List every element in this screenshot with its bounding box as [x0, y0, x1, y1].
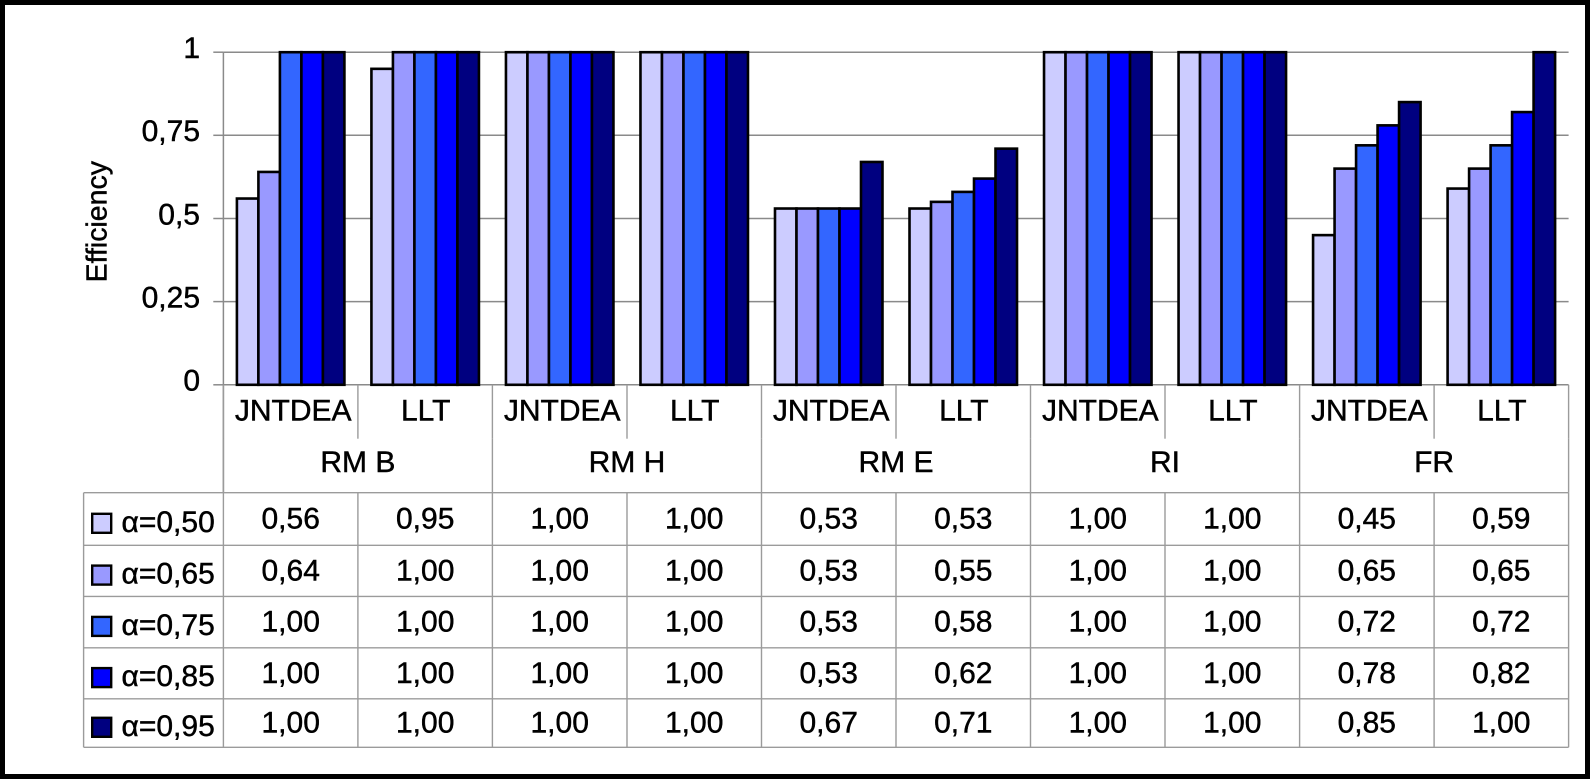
svg-text:0,53: 0,53 [934, 503, 992, 536]
svg-text:0,62: 0,62 [934, 657, 992, 690]
svg-text:Efficiency: Efficiency [82, 160, 114, 282]
svg-text:α=0,75: α=0,75 [122, 609, 215, 642]
svg-text:0,65: 0,65 [1338, 554, 1396, 587]
svg-text:1,00: 1,00 [396, 707, 454, 740]
svg-text:0,56: 0,56 [262, 503, 320, 536]
svg-text:RM H: RM H [589, 446, 666, 479]
svg-text:0,64: 0,64 [262, 554, 320, 587]
svg-text:1,00: 1,00 [665, 503, 723, 536]
svg-text:1,00: 1,00 [396, 554, 454, 587]
svg-text:LLT: LLT [1208, 395, 1257, 428]
svg-text:FR: FR [1414, 446, 1454, 479]
svg-text:0,71: 0,71 [934, 707, 992, 740]
svg-text:1,00: 1,00 [665, 554, 723, 587]
svg-text:1,00: 1,00 [1069, 707, 1127, 740]
svg-text:0,53: 0,53 [800, 657, 858, 690]
svg-text:1,00: 1,00 [1069, 503, 1127, 536]
svg-text:0,75: 0,75 [142, 115, 200, 148]
svg-text:0,59: 0,59 [1472, 503, 1530, 536]
svg-text:0,72: 0,72 [1338, 606, 1396, 639]
svg-text:0: 0 [183, 365, 200, 398]
svg-text:0,58: 0,58 [934, 606, 992, 639]
svg-text:RI: RI [1150, 446, 1180, 479]
svg-text:LLT: LLT [1477, 395, 1526, 428]
svg-text:1,00: 1,00 [262, 707, 320, 740]
svg-text:α=0,50: α=0,50 [122, 506, 215, 539]
svg-text:0,78: 0,78 [1338, 657, 1396, 690]
svg-text:RM B: RM B [320, 446, 395, 479]
svg-text:1,00: 1,00 [665, 707, 723, 740]
svg-text:1,00: 1,00 [396, 657, 454, 690]
svg-text:JNTDEA: JNTDEA [504, 395, 621, 428]
svg-text:0,85: 0,85 [1338, 707, 1396, 740]
svg-text:1,00: 1,00 [665, 606, 723, 639]
svg-text:0,95: 0,95 [396, 503, 454, 536]
svg-text:JNTDEA: JNTDEA [773, 395, 890, 428]
svg-text:α=0,85: α=0,85 [122, 660, 215, 693]
svg-text:0,67: 0,67 [800, 707, 858, 740]
svg-text:1,00: 1,00 [531, 707, 589, 740]
svg-text:RM E: RM E [859, 446, 934, 479]
svg-text:0,82: 0,82 [1472, 657, 1530, 690]
svg-text:0,5: 0,5 [158, 198, 200, 231]
svg-text:1,00: 1,00 [1069, 606, 1127, 639]
svg-text:1,00: 1,00 [1069, 657, 1127, 690]
svg-text:0,53: 0,53 [800, 503, 858, 536]
svg-text:1,00: 1,00 [1203, 657, 1261, 690]
svg-text:1,00: 1,00 [262, 657, 320, 690]
svg-text:1,00: 1,00 [1203, 606, 1261, 639]
svg-text:LLT: LLT [939, 395, 988, 428]
svg-text:1: 1 [183, 32, 200, 65]
svg-text:1,00: 1,00 [1203, 707, 1261, 740]
svg-text:0,65: 0,65 [1472, 554, 1530, 587]
svg-text:1,00: 1,00 [1203, 554, 1261, 587]
svg-text:α=0,65: α=0,65 [122, 558, 215, 591]
svg-text:1,00: 1,00 [531, 606, 589, 639]
svg-text:1,00: 1,00 [531, 554, 589, 587]
svg-text:JNTDEA: JNTDEA [1311, 395, 1428, 428]
svg-text:1,00: 1,00 [262, 606, 320, 639]
svg-text:0,53: 0,53 [800, 554, 858, 587]
svg-text:0,25: 0,25 [142, 281, 200, 314]
svg-text:LLT: LLT [670, 395, 719, 428]
svg-text:1,00: 1,00 [1203, 503, 1261, 536]
svg-text:JNTDEA: JNTDEA [235, 395, 352, 428]
svg-text:α=0,95: α=0,95 [122, 710, 215, 743]
svg-text:0,45: 0,45 [1338, 503, 1396, 536]
svg-text:1,00: 1,00 [665, 657, 723, 690]
svg-text:0,53: 0,53 [800, 606, 858, 639]
svg-text:1,00: 1,00 [1069, 554, 1127, 587]
svg-text:1,00: 1,00 [531, 657, 589, 690]
svg-text:1,00: 1,00 [396, 606, 454, 639]
svg-text:0,72: 0,72 [1472, 606, 1530, 639]
svg-text:JNTDEA: JNTDEA [1042, 395, 1159, 428]
svg-text:1,00: 1,00 [531, 503, 589, 536]
svg-text:LLT: LLT [401, 395, 450, 428]
svg-text:0,55: 0,55 [934, 554, 992, 587]
svg-text:1,00: 1,00 [1472, 707, 1530, 740]
